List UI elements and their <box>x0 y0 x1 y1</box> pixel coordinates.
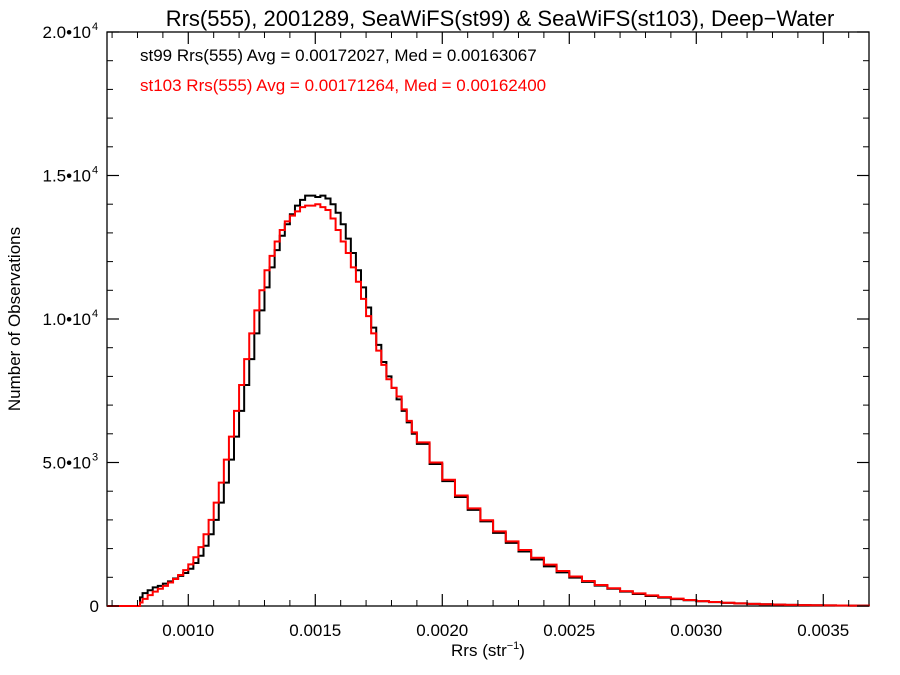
y-tick-label-0: 0 <box>90 597 99 616</box>
y-tick-label-1: 5.0•10 <box>43 454 92 473</box>
y-tick-exponent-3: 4 <box>92 165 98 177</box>
y-tick-label-4: 2.0•10 <box>43 23 92 42</box>
chart-title: Rrs(555), 2001289, SeaWiFS(st99) & SeaWi… <box>166 6 835 31</box>
y-tick-exponent-1: 3 <box>92 452 98 464</box>
series-line-0 <box>107 194 870 607</box>
x-axis-label-superscript: −1 <box>507 640 520 652</box>
x-axis: 0.0010 0.0015 0.0020 0.0025 0.0030 0.0035 <box>111 32 849 640</box>
y-tick-label-2: 1.0•10 <box>43 310 92 329</box>
series-layer <box>107 194 870 607</box>
y-tick-exponent-2: 4 <box>92 308 98 320</box>
series-st103-annotation: st103 Rrs(555) Avg = 0.00171264, Med = 0… <box>140 76 546 95</box>
x-tick-label-4: 0.0030 <box>670 621 722 640</box>
x-tick-label-3: 0.0025 <box>543 621 595 640</box>
x-tick-label-0: 0.0010 <box>162 621 214 640</box>
x-tick-label-5: 0.0035 <box>797 621 849 640</box>
series-line-1 <box>107 203 870 607</box>
y-tick-exponent-4: 4 <box>92 21 98 33</box>
x-axis-label: Rrs (str−1) <box>451 640 525 660</box>
y-axis: 05.0•10 31.0•10 41.5•10 42.0•10 4 <box>43 21 869 616</box>
series-st99-annotation: st99 Rrs(555) Avg = 0.00172027, Med = 0.… <box>140 46 537 65</box>
x-tick-label-1: 0.0015 <box>289 621 341 640</box>
y-axis-label: Number of Observations <box>5 227 24 411</box>
y-tick-label-3: 1.5•10 <box>43 167 92 186</box>
x-tick-label-2: 0.0020 <box>416 621 468 640</box>
